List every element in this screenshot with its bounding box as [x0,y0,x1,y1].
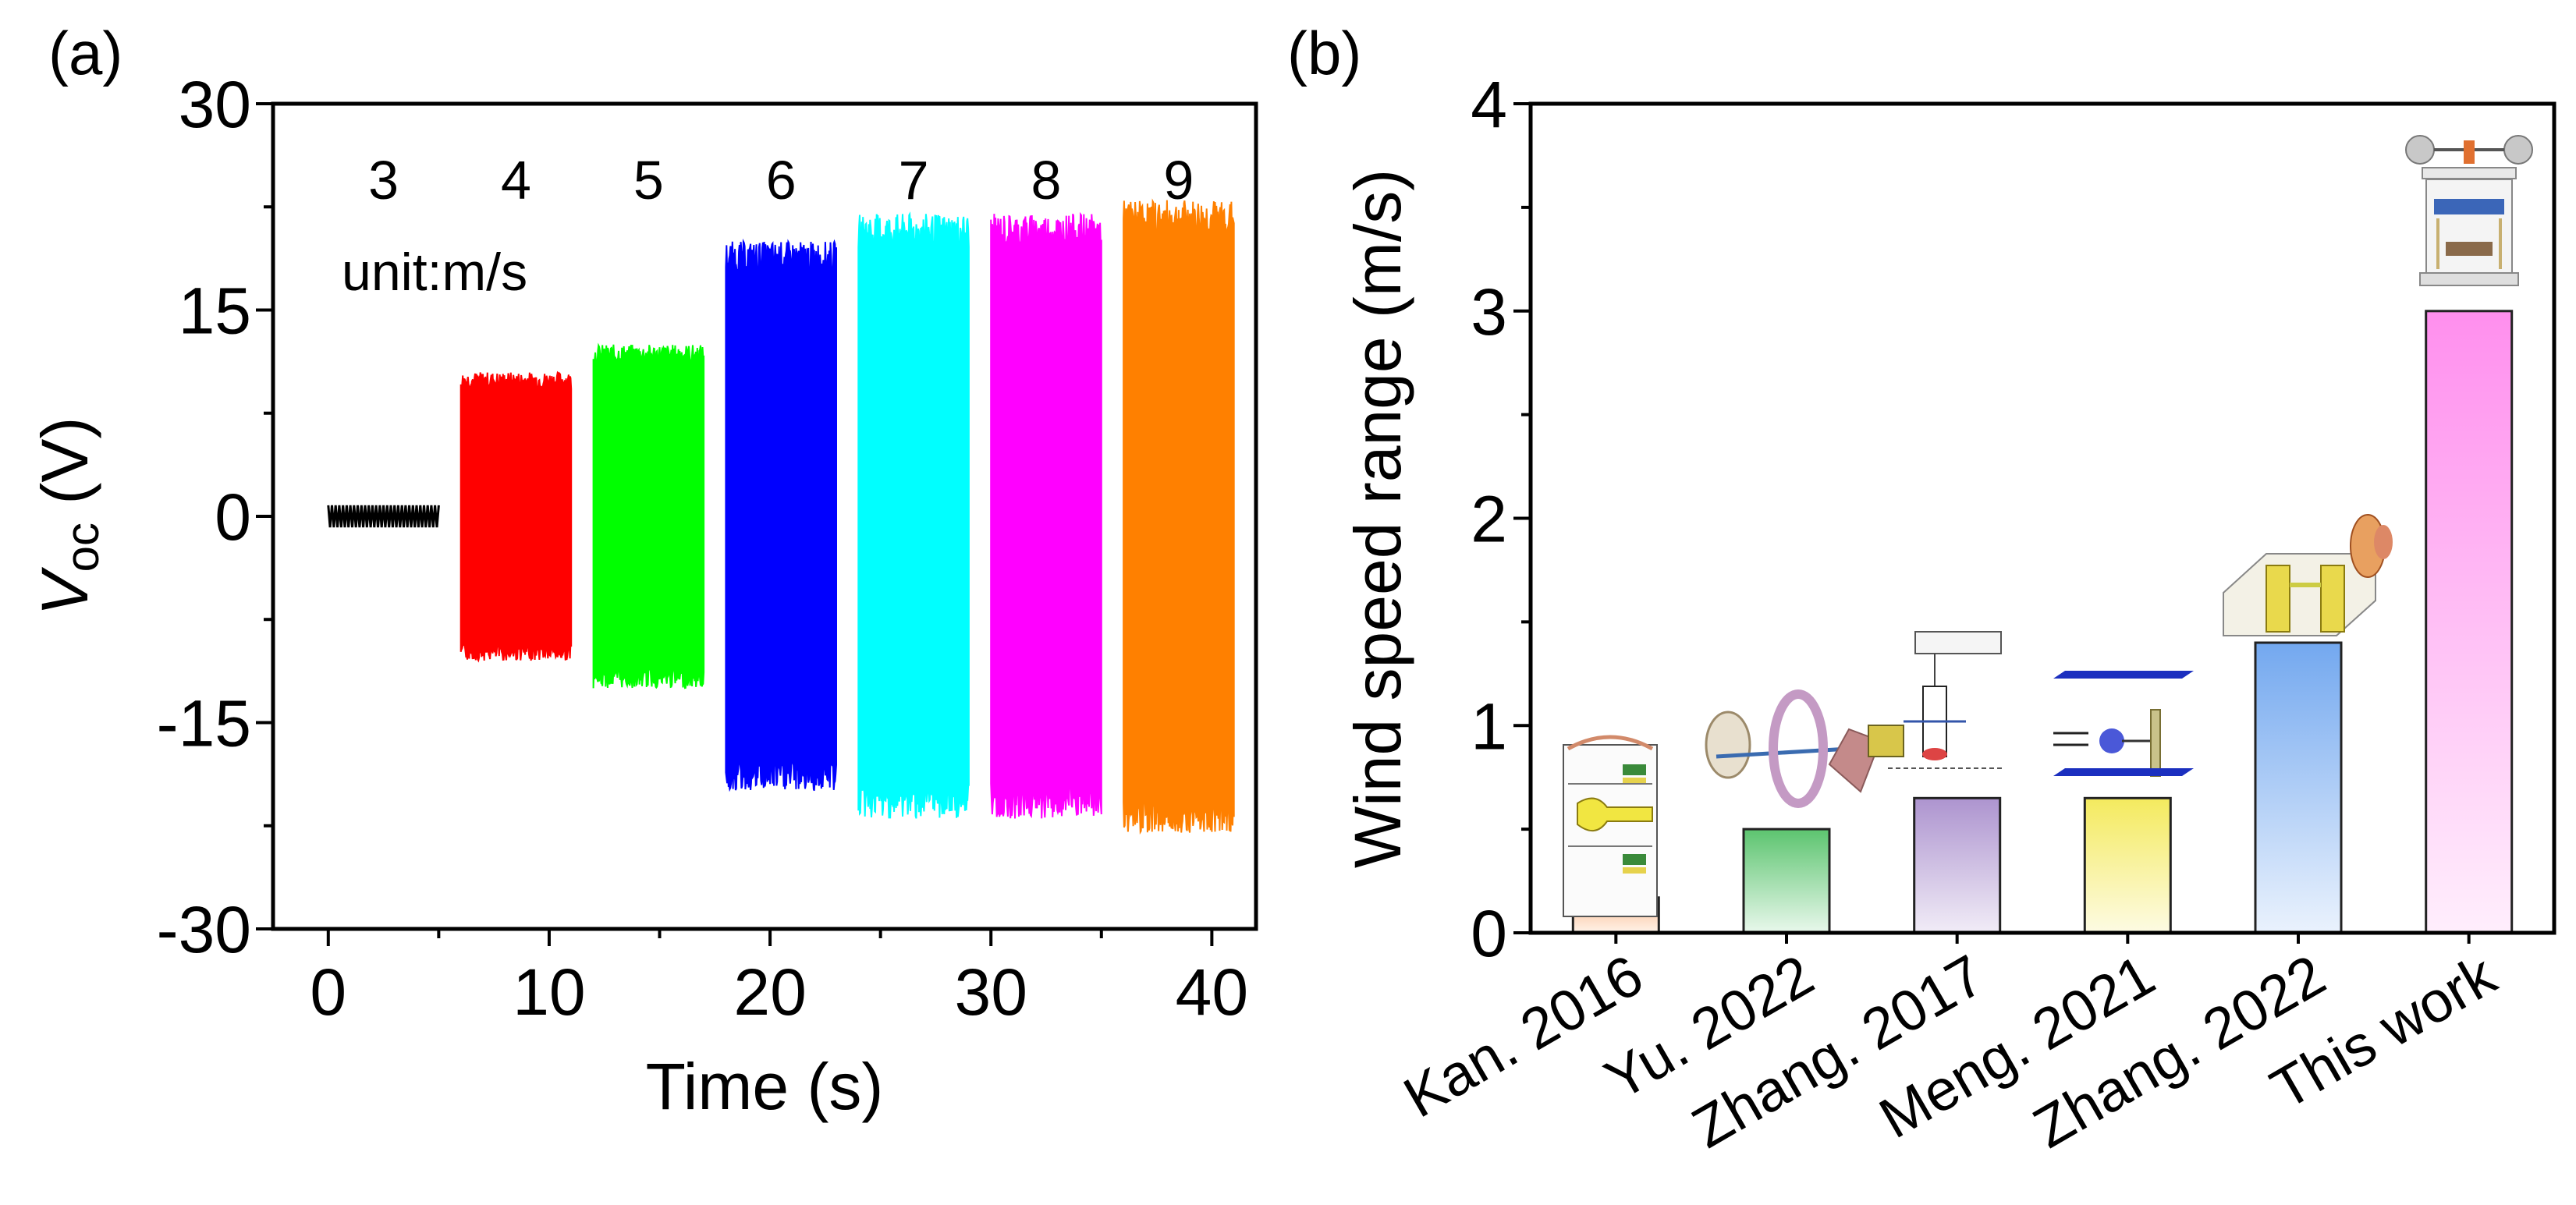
piezo-box-illustration [2223,514,2393,636]
speed-label-7: 7 [899,150,929,211]
bar-3 [1913,796,2002,934]
voltage-trace-9 [1123,198,1235,835]
voltage-trace-7 [857,211,970,819]
x-tick-label-a: 30 [955,955,1027,1029]
speed-label-6: 6 [766,150,797,211]
voltage-trace-6 [725,238,837,792]
y-tick-label-a: -15 [157,687,251,760]
voltage-trace-3 [327,505,440,528]
x-axis-label-a: Time (s) [646,1050,884,1123]
x-tick-label-a: 20 [733,955,806,1029]
y-axis-label-b: Wind speed range (m/s) [1341,169,1414,868]
anemometer-device-photo [2405,135,2533,286]
x-tick-label-a: 10 [513,955,585,1029]
y-tick-label-b: 2 [1471,483,1507,556]
y-axis-label-sub: oc [56,523,108,572]
y-axis-label-unit: (V) [28,417,101,523]
speed-label-3: 3 [368,150,399,211]
y-axis-label-main: V [28,566,101,615]
axis-ticks-a: 0 10 20 30 40 30 15 0 -15 -30 [157,68,1248,1029]
y-tick-label-a: 30 [179,68,251,141]
speed-labels: 3 4 5 6 7 8 9 [368,150,1194,211]
voltage-traces [327,198,1235,835]
y-tick-label-a: 0 [215,480,251,554]
bars [1571,310,2514,934]
wheel-device-illustration [1705,689,1904,808]
panel-b-label: (b) [1287,19,1361,87]
voltage-trace-8 [990,211,1102,819]
x-tick-label-a: 40 [1176,955,1248,1029]
y-tick-label-a: -30 [157,893,251,966]
category-label-1: Kan. 2016 [1393,942,1654,1130]
y-tick-label-a: 15 [179,275,251,348]
voltage-trace-5 [592,342,705,689]
turbine-device-illustration [1563,735,1658,917]
plot-frame-b [1528,101,2556,935]
axis-ticks-b: 0 1 2 3 4 [1471,68,1531,970]
voltage-chart: (a) 3 4 5 6 7 8 9 unit:m/s 0 10 20 30 40 30 15 0 -15 -3… [28,19,1258,1123]
y-tick-label-b: 4 [1471,68,1507,141]
y-axis-label-a: Voc (V) [28,417,108,616]
x-tick-label-a: 0 [310,955,346,1029]
pendulum-device-illustration [1888,631,2005,769]
y-tick-label-b: 1 [1471,689,1507,763]
voltage-trace-4 [459,370,573,663]
bar-5 [2254,641,2343,934]
bar-4 [2083,796,2172,934]
y-tick-label-b: 0 [1471,897,1507,970]
y-tick-label-b: 3 [1471,275,1507,349]
panel-a-label: (a) [48,19,122,87]
speed-label-5: 5 [633,150,664,211]
sphere-device-illustration [2053,671,2194,777]
bar-2 [1742,828,1831,934]
speed-label-8: 8 [1031,150,1062,211]
bar-6 [2425,310,2514,934]
unit-annotation: unit:m/s [342,243,527,302]
speed-label-4: 4 [501,150,531,211]
speed-label-9: 9 [1163,150,1194,211]
